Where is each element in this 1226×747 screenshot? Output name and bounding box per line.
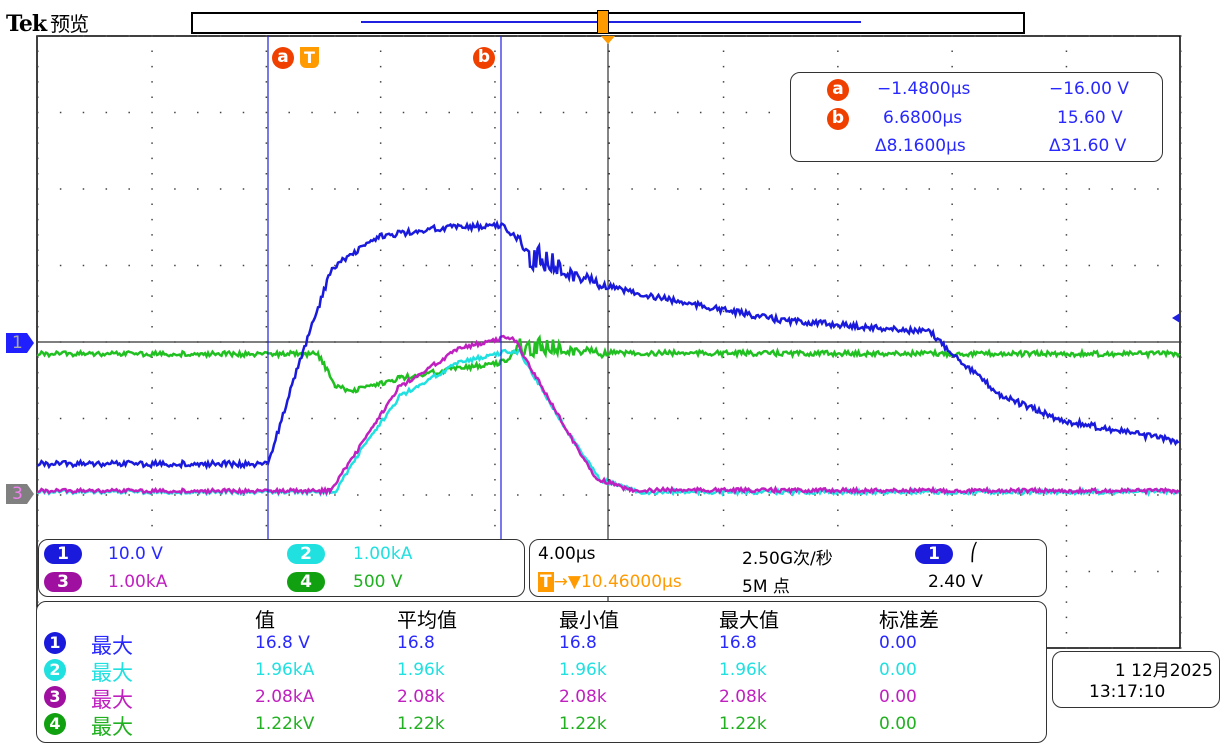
measurement-type: 最大 bbox=[91, 661, 133, 685]
record-length: 5M 点 bbox=[742, 577, 790, 597]
ch2-scale-value: 1.00kA bbox=[353, 544, 413, 564]
mode-label: 预览 bbox=[50, 12, 89, 36]
measurement-row[interactable]: 2 最大 1.96kA 1.96k 1.96k 1.96k 0.00 bbox=[37, 657, 1037, 685]
measurement-value: 1.22k bbox=[397, 714, 445, 734]
measurement-value: 1.96k bbox=[719, 660, 767, 680]
channel-badge: 2 bbox=[44, 659, 66, 681]
overview-window bbox=[361, 21, 861, 23]
measurement-row[interactable]: 4 最大 1.22kV 1.22k 1.22k 1.22k 0.00 bbox=[37, 711, 1037, 739]
measurement-value: 1.96k bbox=[559, 660, 607, 680]
measurement-type: 最大 bbox=[91, 715, 133, 739]
measurement-value: 16.8 V bbox=[255, 633, 310, 653]
timebase-panel[interactable]: 4.00µs 2.50G次/秒 T →▼10.46000µs 5M 点 1 ⎛ 2… bbox=[529, 539, 1047, 597]
channel-badge: 1 bbox=[44, 632, 66, 654]
measurement-value: 2.08kA bbox=[255, 687, 315, 707]
ch1-scale-value: 10.0 V bbox=[108, 544, 163, 564]
cursor-delta-time: Δ8.1600µs bbox=[875, 136, 966, 156]
measurement-value: 16.8 bbox=[397, 633, 435, 653]
cursor-b-icon: b bbox=[827, 108, 849, 130]
ch2-badge: 2 bbox=[287, 544, 325, 564]
record-overview-bar[interactable] bbox=[191, 10, 1025, 34]
ch4-scale-value: 500 V bbox=[353, 572, 403, 592]
ch3-waveform bbox=[36, 334, 1180, 496]
ch4-scale[interactable]: 4 500 V bbox=[287, 572, 402, 592]
trigger-position-marker[interactable]: T bbox=[300, 47, 319, 68]
ch1-offset-marker[interactable]: 1 bbox=[6, 333, 34, 353]
trigger-time-marker[interactable] bbox=[601, 36, 615, 44]
cursor-delta-value: Δ31.60 V bbox=[1049, 136, 1127, 156]
measurement-value: 0.00 bbox=[879, 633, 917, 653]
trigger-level-marker[interactable] bbox=[1172, 313, 1180, 323]
channel-scale-panel: 1 10.0 V 2 1.00kA 3 1.00kA 4 500 V bbox=[38, 539, 525, 597]
ch4-badge: 4 bbox=[287, 572, 325, 592]
date: 1 12月2025 bbox=[1114, 661, 1213, 681]
brand-logo: Tek 预览 bbox=[6, 11, 89, 37]
trigger-slope-icon: ⎛ bbox=[970, 543, 979, 563]
horizontal-scale: 4.00µs bbox=[538, 544, 596, 564]
channel-badge: 3 bbox=[44, 686, 66, 708]
measurement-value: 16.8 bbox=[719, 633, 757, 653]
cursor-readout-panel: a b −1.4800µs −16.00 V 6.6800µs 15.60 V … bbox=[790, 72, 1163, 162]
measurement-type: 最大 bbox=[91, 634, 133, 658]
cursor-b-handle[interactable]: b bbox=[473, 47, 495, 69]
measurement-value: 1.22k bbox=[559, 714, 607, 734]
measurement-table: 值平均值 最小值 最大值 标准差 1 最大 16.8 V 16.8 16.8 16.8 0.00 2… bbox=[36, 601, 1047, 743]
measurement-value: 2.08k bbox=[719, 687, 767, 707]
sample-rate: 2.50G次/秒 bbox=[742, 549, 833, 569]
measurement-value: 1.22k bbox=[719, 714, 767, 734]
measurement-value: 1.96kA bbox=[255, 660, 315, 680]
trigger-level: 2.40 V bbox=[928, 572, 983, 592]
measurement-header: 最大值 bbox=[719, 608, 779, 632]
time: 13:17:10 bbox=[1089, 682, 1166, 702]
measurement-value: 0.00 bbox=[879, 714, 917, 734]
ch1-badge: 1 bbox=[44, 544, 82, 564]
measurement-value: 2.08k bbox=[559, 687, 607, 707]
ch3-scale[interactable]: 3 1.00kA bbox=[44, 572, 167, 592]
measurement-header: 标准差 bbox=[879, 608, 939, 632]
cursor-b-time: 6.6800µs bbox=[883, 108, 963, 128]
ch4-waveform bbox=[36, 334, 1181, 394]
ch3-scale-value: 1.00kA bbox=[108, 572, 168, 592]
overview-trigger-marker bbox=[597, 10, 609, 34]
trigger-icon: T bbox=[538, 572, 554, 592]
measurement-header: 值 bbox=[255, 608, 275, 632]
measurement-row[interactable]: 1 最大 16.8 V 16.8 16.8 16.8 0.00 bbox=[37, 630, 1037, 658]
ch3-offset-marker[interactable]: 3 bbox=[6, 484, 34, 504]
ch2-scale[interactable]: 2 1.00kA bbox=[287, 544, 412, 564]
ch3-badge: 3 bbox=[44, 572, 82, 592]
measurement-type: 最大 bbox=[91, 688, 133, 712]
ch1-scale[interactable]: 1 10.0 V bbox=[44, 544, 163, 564]
cursor-a-value: −16.00 V bbox=[1049, 79, 1129, 99]
measurement-value: 1.96k bbox=[397, 660, 445, 680]
measurement-value: 0.00 bbox=[879, 687, 917, 707]
cursor-b-value: 15.60 V bbox=[1057, 108, 1123, 128]
cursor-a-handle[interactable]: a bbox=[272, 47, 294, 69]
trigger-source-badge: 1 bbox=[915, 544, 953, 564]
measurement-header: 平均值 bbox=[397, 608, 457, 632]
cursor-a-icon: a bbox=[827, 79, 849, 101]
datetime-panel: 1 12月2025 13:17:10 bbox=[1052, 651, 1220, 708]
measurement-value: 16.8 bbox=[559, 633, 597, 653]
measurement-header: 最小值 bbox=[559, 608, 619, 632]
trigger-position: T →▼10.46000µs bbox=[538, 572, 682, 592]
measurement-value: 1.22kV bbox=[255, 714, 315, 734]
cursor-a-time: −1.4800µs bbox=[877, 79, 971, 99]
measurement-value: 2.08k bbox=[397, 687, 445, 707]
channel-badge: 4 bbox=[44, 713, 66, 735]
measurement-value: 0.00 bbox=[879, 660, 917, 680]
ch1-waveform bbox=[36, 219, 1180, 471]
measurement-row[interactable]: 3 最大 2.08kA 2.08k 2.08k 2.08k 0.00 bbox=[37, 684, 1037, 712]
